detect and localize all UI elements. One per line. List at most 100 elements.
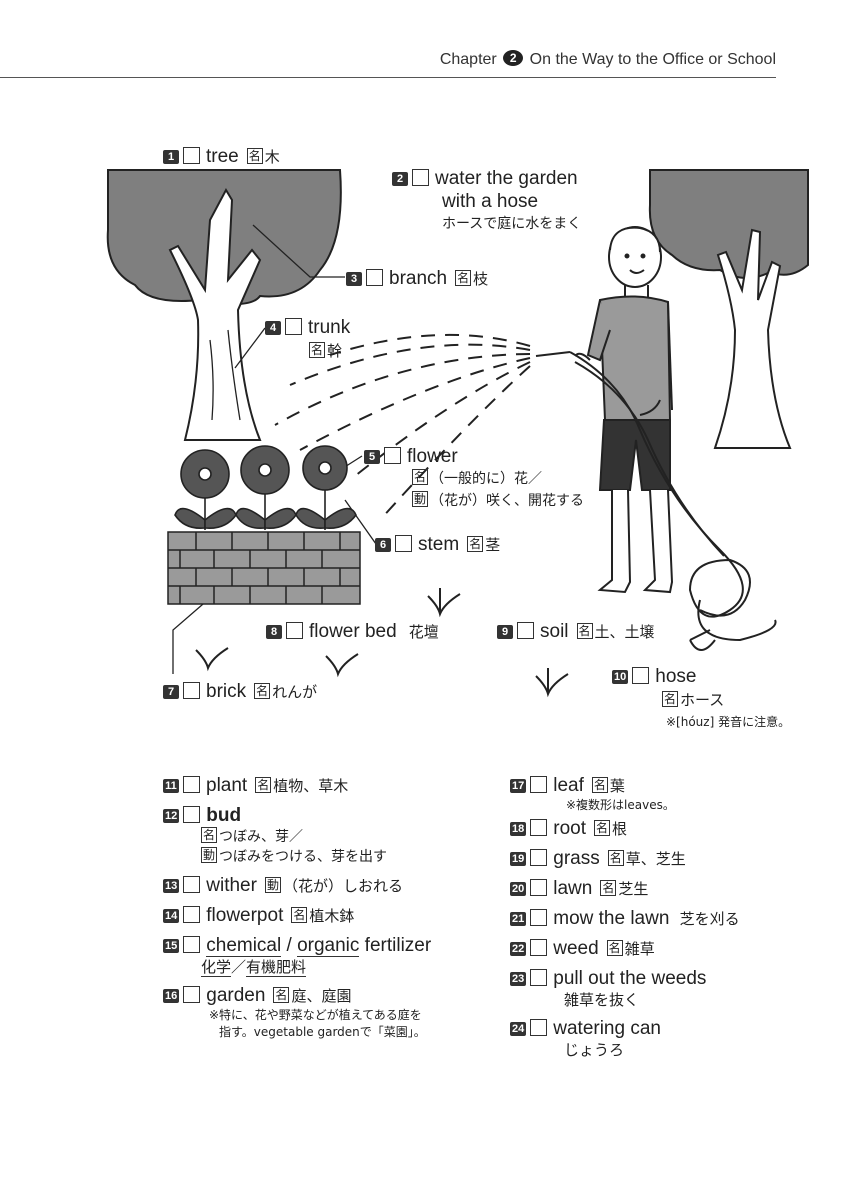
label-5: 5 flower 名（一般的に）花／ 動（花が）咲く、開花する	[364, 445, 584, 512]
checkbox[interactable]	[412, 169, 429, 186]
checkbox[interactable]	[183, 936, 201, 953]
term-en-line2: with a hose	[442, 191, 539, 212]
checkbox[interactable]	[530, 969, 548, 986]
term-ja: 植木鉢	[309, 907, 355, 925]
pos-tag: 動	[412, 491, 429, 507]
term-ja: 土、土壌	[594, 623, 655, 641]
label-8: 8 flower bed 花壇	[266, 620, 439, 643]
term-ja: 草、芝生	[625, 850, 686, 868]
term-separator: /	[281, 935, 298, 956]
pos-tag: 名	[467, 536, 484, 552]
pos-tag: 名	[591, 777, 608, 793]
left-tree-trunk	[168, 187, 262, 441]
term-ja: つぼみ、芽／	[219, 829, 304, 845]
checkbox[interactable]	[530, 819, 548, 836]
item-number: 2	[392, 172, 408, 186]
pos-tag: 名	[254, 683, 271, 699]
checkbox[interactable]	[530, 776, 548, 793]
term-ja: 木	[264, 148, 280, 166]
pos-tag: 名	[246, 148, 263, 164]
checkbox[interactable]	[183, 806, 201, 823]
vocab-item-15: 15 chemical / organic fertilizer 化学／有機肥料	[163, 935, 483, 977]
term-ja: れんが	[272, 683, 318, 701]
term-ja: 雑草を抜く	[564, 991, 640, 1009]
term-en: flower	[407, 446, 458, 467]
vocab-item-17: 17 leaf 名葉 ※複数形はleaves。	[510, 775, 810, 814]
label-9: 9 soil 名土、土壌	[497, 620, 655, 643]
term-en: hose	[655, 666, 697, 687]
term-ja: ホースで庭に水をまく	[442, 216, 582, 232]
checkbox[interactable]	[183, 776, 200, 793]
term-en: bud	[206, 805, 242, 826]
checkbox[interactable]	[530, 1019, 548, 1036]
checkbox[interactable]	[183, 906, 201, 923]
term-en: weed	[553, 938, 599, 959]
term-en: mow the lawn	[553, 908, 670, 929]
term-ja: （花が）咲く、開花する	[430, 493, 585, 509]
checkbox[interactable]	[183, 682, 200, 699]
checkbox[interactable]	[384, 447, 401, 464]
term-ja-organic: 有機肥料	[246, 958, 307, 977]
checkbox[interactable]	[632, 667, 650, 684]
checkbox[interactable]	[530, 879, 548, 896]
checkbox[interactable]	[395, 535, 412, 552]
item-number: 13	[163, 879, 180, 893]
pos-tag: 名	[662, 691, 679, 707]
label-3: 3 branch 名枝	[346, 267, 488, 290]
checkbox[interactable]	[530, 909, 548, 926]
brick-wall	[167, 531, 361, 605]
vocab-item-21: 21 mow the lawn 芝を刈る	[510, 908, 810, 930]
checkbox[interactable]	[517, 622, 534, 639]
vocab-list-left: 11 plant 名植物、草木 12 bud 名つぼみ、芽／ 動つぼみをつける、芽を出…	[163, 775, 483, 1049]
item-number: 1	[163, 150, 179, 164]
term-ja: 植物、草木	[273, 777, 349, 795]
checkbox[interactable]	[530, 939, 548, 956]
vocab-item-24: 24 watering can じょうろ	[510, 1018, 810, 1060]
term-en: leaf	[553, 775, 584, 796]
vocab-item-11: 11 plant 名植物、草木	[163, 775, 483, 797]
term-en: flower bed	[309, 621, 397, 642]
checkbox[interactable]	[183, 876, 201, 893]
item-number: 18	[510, 822, 527, 836]
label-2: 2 water the garden with a hose ホースで庭に水をまく	[392, 167, 581, 235]
term-ja-chemical: 化学	[201, 958, 232, 977]
pos-tag: 名	[576, 623, 593, 639]
water-spray	[274, 333, 531, 521]
checkbox[interactable]	[530, 849, 548, 866]
term-en: garden	[206, 985, 266, 1006]
vocab-item-13: 13 wither 動（花が）しおれる	[163, 875, 483, 897]
item-number: 10	[612, 670, 629, 684]
term-en: wither	[206, 875, 257, 896]
vocab-item-20: 20 lawn 名芝生	[510, 878, 810, 900]
term-en-organic: organic	[297, 935, 360, 957]
term-ja: つぼみをつける、芽を出す	[219, 849, 388, 865]
vocab-item-22: 22 weed 名雑草	[510, 938, 810, 960]
item-number: 15	[163, 939, 180, 953]
item-number: 22	[510, 942, 527, 956]
item-number: 8	[266, 625, 282, 639]
item-number: 3	[346, 272, 362, 286]
label-7: 7 brick 名れんが	[163, 680, 317, 703]
term-en: branch	[389, 268, 448, 289]
pos-tag: 名	[606, 940, 623, 956]
term-en: grass	[553, 848, 600, 869]
term-ja: 枝	[473, 270, 489, 288]
header-rule	[0, 77, 776, 78]
right-tree-trunk	[713, 228, 792, 449]
checkbox[interactable]	[183, 147, 200, 164]
term-ja: 花壇	[408, 623, 439, 641]
vocab-item-23: 23 pull out the weeds 雑草を抜く	[510, 968, 810, 1010]
term-en: tree	[206, 146, 239, 167]
checkbox[interactable]	[183, 986, 201, 1003]
item-number: 12	[163, 809, 180, 823]
checkbox[interactable]	[286, 622, 303, 639]
pos-tag: 動	[264, 877, 281, 893]
term-ja: じょうろ	[564, 1041, 625, 1059]
pos-tag: 名	[594, 820, 611, 836]
chapter-number-badge: 2	[503, 50, 524, 66]
term-en: soil	[540, 621, 569, 642]
item-number: 11	[163, 779, 179, 793]
checkbox[interactable]	[285, 318, 302, 335]
checkbox[interactable]	[366, 269, 383, 286]
flowers	[174, 445, 357, 530]
